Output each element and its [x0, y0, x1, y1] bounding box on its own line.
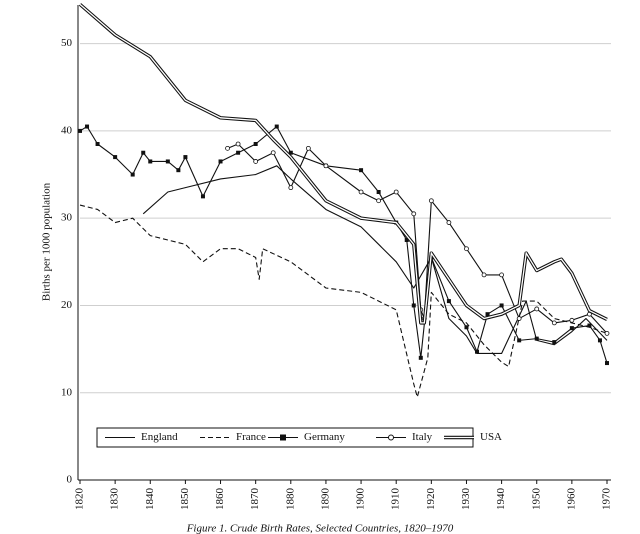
point — [464, 325, 469, 330]
point — [113, 155, 118, 160]
point — [597, 338, 602, 343]
y-tick-label: 40 — [61, 124, 73, 136]
legend-label: Germany — [304, 431, 345, 443]
y-tick-label: 0 — [67, 474, 73, 486]
x-tick-label: 1950 — [530, 488, 542, 511]
x-tick-label: 1880 — [284, 488, 296, 511]
point — [376, 190, 381, 194]
point — [393, 189, 399, 195]
x-tick-label: 1970 — [601, 488, 613, 511]
point — [569, 326, 574, 331]
point — [464, 246, 469, 252]
point — [288, 185, 294, 191]
point — [236, 150, 241, 155]
point — [534, 306, 540, 312]
point — [534, 336, 539, 341]
x-tick-label: 1900 — [355, 488, 367, 511]
x-tick-label: 1850 — [179, 488, 191, 511]
point — [604, 330, 610, 336]
point — [270, 150, 276, 156]
point — [428, 198, 434, 204]
legend-label: Italy — [412, 431, 433, 443]
y-tick-label: 10 — [61, 386, 73, 398]
point — [253, 159, 259, 164]
series-line — [78, 3, 608, 325]
point — [225, 145, 230, 151]
point — [141, 150, 146, 155]
point — [404, 238, 409, 242]
x-tick-label: 1860 — [214, 488, 226, 511]
point — [78, 128, 82, 133]
point — [359, 168, 364, 173]
point — [323, 163, 329, 169]
series-line — [79, 125, 608, 364]
point — [288, 150, 293, 155]
point — [165, 159, 170, 164]
point — [253, 142, 258, 146]
point — [499, 303, 504, 308]
series-line — [227, 143, 608, 334]
point — [235, 141, 241, 147]
point — [200, 194, 205, 199]
point — [376, 198, 382, 204]
y-tick-label: 30 — [61, 212, 73, 224]
point — [95, 142, 100, 146]
point — [499, 272, 505, 278]
point — [605, 361, 609, 366]
x-tick-label: 1940 — [495, 488, 507, 511]
x-tick-label: 1840 — [144, 488, 156, 511]
x-tick-label: 1870 — [249, 488, 261, 511]
x-tick-label: 1890 — [319, 488, 331, 511]
point — [517, 338, 522, 343]
point — [446, 220, 452, 225]
point — [358, 189, 364, 195]
series-line-inner — [79, 3, 608, 324]
x-tick-label: 1960 — [565, 488, 577, 511]
point — [85, 124, 90, 129]
x-tick-label: 1820 — [74, 488, 86, 511]
point — [418, 355, 423, 360]
point — [552, 340, 557, 345]
point — [411, 303, 416, 308]
legend-label: USA — [480, 431, 502, 443]
point — [446, 299, 451, 304]
y-tick-label: 20 — [61, 299, 73, 311]
y-axis-label: Births per 1000 population — [41, 182, 53, 301]
series-line — [79, 204, 608, 398]
point — [587, 323, 592, 328]
point — [176, 168, 181, 173]
legend-label: England — [141, 431, 178, 443]
point — [485, 312, 490, 317]
point — [551, 320, 557, 326]
point — [305, 145, 311, 151]
point — [274, 124, 279, 129]
chart-title: Figure 1. Crude Birth Rates, Selected Co… — [186, 523, 454, 534]
point — [130, 172, 135, 177]
series-line — [142, 165, 608, 355]
x-tick-label: 1830 — [109, 488, 121, 511]
legend-label: France — [236, 431, 266, 443]
x-tick-label: 1920 — [425, 488, 437, 511]
legend-marker — [280, 434, 286, 441]
point — [411, 211, 417, 217]
x-tick-label: 1930 — [460, 488, 472, 511]
point — [569, 317, 575, 323]
point — [183, 155, 188, 160]
point — [481, 272, 487, 278]
point — [475, 349, 480, 354]
point — [148, 159, 153, 164]
legend-marker — [388, 434, 394, 441]
x-tick-label: 1910 — [390, 488, 402, 511]
point — [218, 159, 223, 164]
point — [516, 316, 522, 321]
y-tick-label: 50 — [61, 37, 73, 49]
